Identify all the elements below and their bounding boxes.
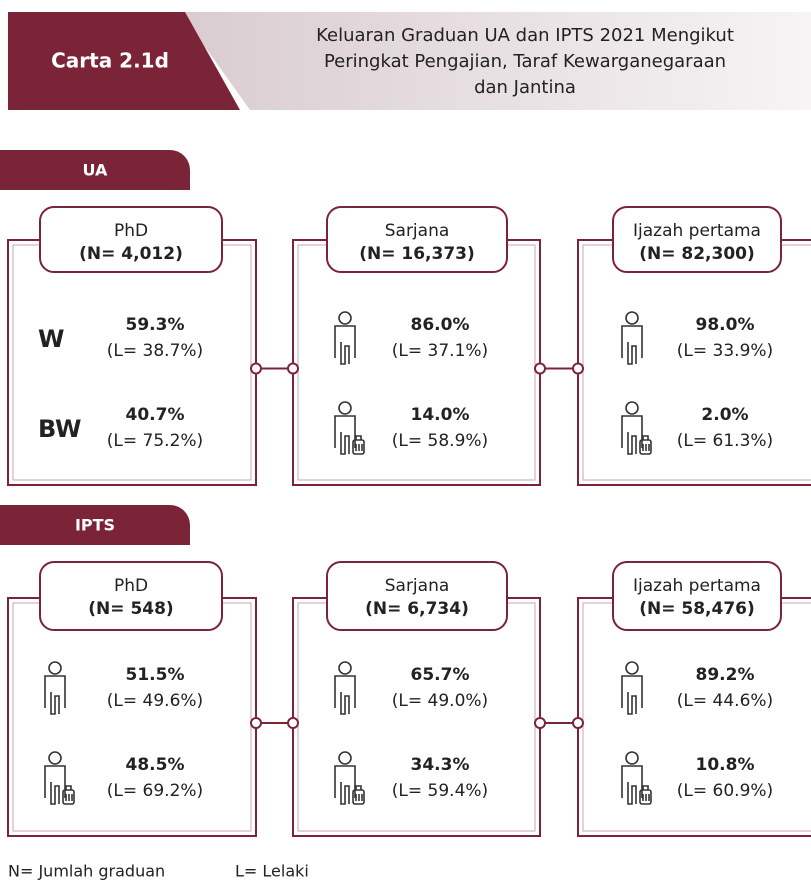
icon-person-luggage bbox=[334, 765, 356, 805]
row-percent: 10.8% bbox=[696, 755, 755, 775]
row-male-share: (L= 49.0%) bbox=[392, 691, 488, 711]
footer-note: N= Jumlah graduan bbox=[8, 862, 165, 881]
icon-person-luggage bbox=[352, 439, 365, 455]
group-label-box bbox=[612, 561, 782, 631]
icon-person-luggage bbox=[62, 789, 75, 805]
connector-dot bbox=[287, 362, 299, 375]
group-label-box bbox=[612, 206, 782, 273]
icon-person bbox=[44, 675, 66, 715]
group-label-box bbox=[326, 561, 508, 631]
connector-dot bbox=[534, 717, 546, 729]
group-label: Ijazah pertama bbox=[633, 221, 761, 241]
icon-person bbox=[621, 325, 643, 365]
row-male-share: (L= 33.9%) bbox=[677, 341, 773, 361]
icon-person-luggage bbox=[338, 401, 352, 415]
group-label: PhD bbox=[114, 576, 148, 596]
icon-person-luggage bbox=[334, 415, 356, 455]
connector-dot bbox=[534, 362, 546, 375]
connector-dot bbox=[250, 362, 262, 375]
row-percent: 89.2% bbox=[696, 665, 755, 685]
group-count: (N= 58,476) bbox=[639, 599, 755, 619]
section-name: IPTS bbox=[75, 516, 115, 535]
header-title: dan Jantina bbox=[474, 77, 576, 98]
row-male-share: (L= 59.4%) bbox=[392, 781, 488, 801]
icon-person-luggage bbox=[621, 765, 643, 805]
row-male-share: (L= 58.9%) bbox=[392, 431, 488, 451]
row-male-share: (L= 38.7%) bbox=[107, 341, 203, 361]
header-title: Peringkat Pengajian, Taraf Kewarganegara… bbox=[324, 51, 726, 72]
connector-dot bbox=[250, 717, 262, 729]
connector-dot bbox=[572, 362, 584, 375]
icon-person-luggage bbox=[625, 401, 639, 415]
row-percent: 48.5% bbox=[126, 755, 185, 775]
icon-person-luggage bbox=[625, 751, 639, 765]
row-male-share: (L= 69.2%) bbox=[107, 781, 203, 801]
icon-person-luggage bbox=[338, 751, 352, 765]
connector-dot bbox=[572, 717, 584, 729]
group-count: (N= 548) bbox=[88, 599, 173, 619]
icon-person-luggage bbox=[642, 435, 650, 451]
icon-person-luggage bbox=[48, 751, 62, 765]
group-label: Sarjana bbox=[385, 576, 450, 596]
icon-person bbox=[334, 675, 356, 715]
icon-person-luggage bbox=[642, 785, 650, 801]
row-percent: 34.3% bbox=[411, 755, 470, 775]
icon-person bbox=[334, 325, 356, 365]
row-tag: BW bbox=[38, 415, 81, 443]
header-title: Keluaran Graduan UA dan IPTS 2021 Mengik… bbox=[316, 25, 734, 46]
group-count: (N= 16,373) bbox=[359, 244, 475, 264]
icon-person-luggage bbox=[44, 765, 66, 805]
section-tab bbox=[0, 505, 190, 545]
connector-dot bbox=[287, 717, 299, 729]
group-label: Ijazah pertama bbox=[633, 576, 761, 596]
icon-person bbox=[338, 311, 352, 325]
icon-person-luggage bbox=[352, 789, 365, 805]
row-male-share: (L= 60.9%) bbox=[677, 781, 773, 801]
icon-person-luggage bbox=[65, 785, 73, 801]
group-label-box bbox=[39, 561, 223, 631]
group-count: (N= 6,734) bbox=[365, 599, 469, 619]
row-male-share: (L= 75.2%) bbox=[107, 431, 203, 451]
icon-person bbox=[338, 661, 352, 675]
section-name: UA bbox=[83, 161, 109, 180]
row-male-share: (L= 49.6%) bbox=[107, 691, 203, 711]
row-male-share: (L= 37.1%) bbox=[392, 341, 488, 361]
icon-person-luggage bbox=[621, 415, 643, 455]
row-percent: 98.0% bbox=[696, 315, 755, 335]
row-percent: 51.5% bbox=[126, 665, 185, 685]
row-percent: 86.0% bbox=[411, 315, 470, 335]
group-label-box bbox=[326, 206, 508, 273]
row-percent: 59.3% bbox=[126, 315, 185, 335]
icon-person-luggage bbox=[355, 435, 363, 451]
icon-person bbox=[48, 661, 62, 675]
header-band bbox=[180, 12, 811, 110]
section-tab bbox=[0, 150, 190, 190]
group-label: PhD bbox=[114, 221, 148, 241]
row-male-share: (L= 44.6%) bbox=[677, 691, 773, 711]
row-male-share: (L= 61.3%) bbox=[677, 431, 773, 451]
footer-note: L= Lelaki bbox=[235, 862, 309, 881]
row-percent: 40.7% bbox=[126, 405, 185, 425]
group-count: (N= 82,300) bbox=[639, 244, 755, 264]
icon-person-luggage bbox=[639, 789, 652, 805]
row-percent: 14.0% bbox=[411, 405, 470, 425]
group-label: Sarjana bbox=[385, 221, 450, 241]
icon-person bbox=[625, 311, 639, 325]
header-label: Carta 2.1d bbox=[51, 49, 169, 73]
group-label-box bbox=[39, 206, 223, 273]
group-count: (N= 4,012) bbox=[79, 244, 183, 264]
icon-person bbox=[625, 661, 639, 675]
row-tag: W bbox=[38, 325, 64, 353]
icon-person-luggage bbox=[639, 439, 652, 455]
row-percent: 65.7% bbox=[411, 665, 470, 685]
icon-person bbox=[621, 675, 643, 715]
icon-person-luggage bbox=[355, 785, 363, 801]
row-percent: 2.0% bbox=[701, 405, 748, 425]
header-label-box bbox=[8, 12, 240, 110]
